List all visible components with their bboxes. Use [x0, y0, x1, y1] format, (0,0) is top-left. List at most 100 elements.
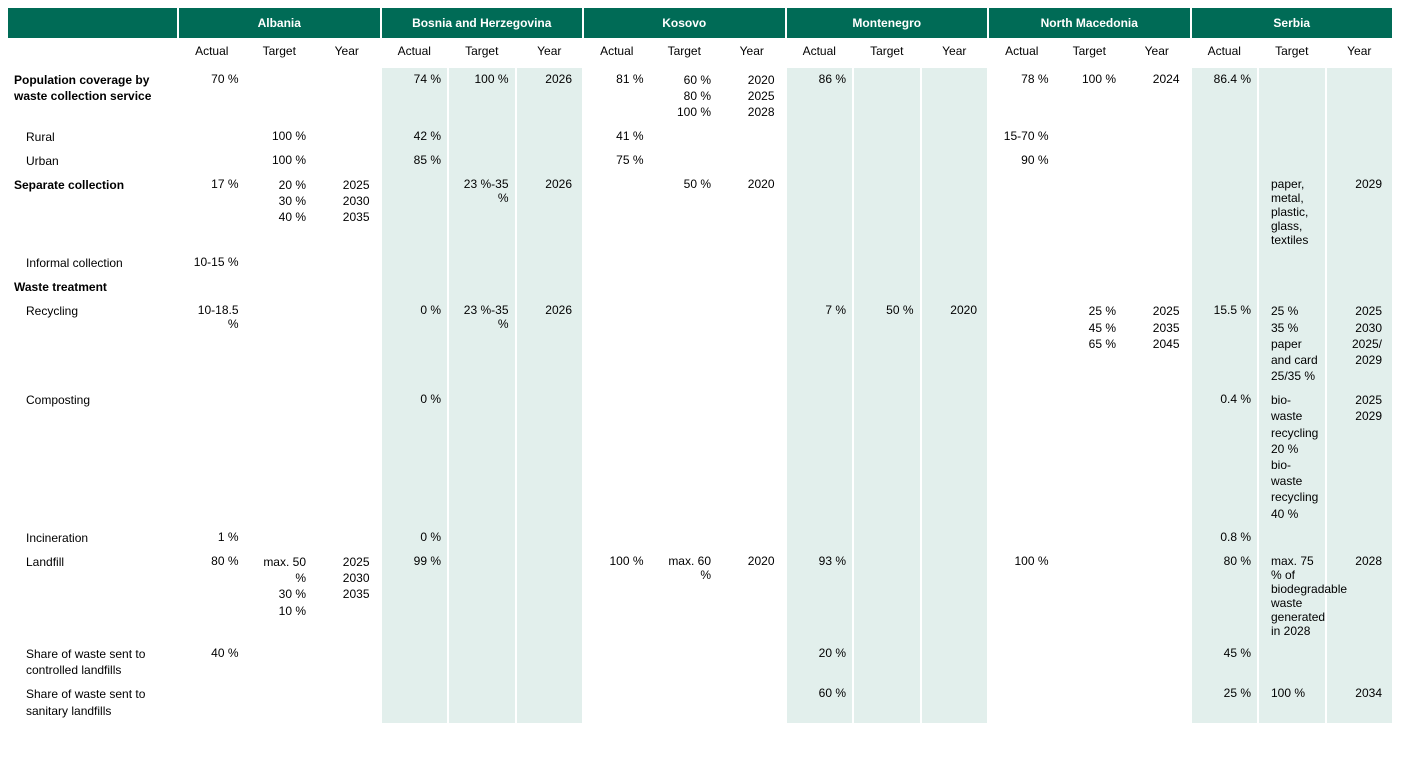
cell: 20 % [786, 642, 854, 682]
cell [516, 125, 584, 149]
cell: 75 % [583, 149, 651, 173]
cell: 45 % [1191, 642, 1259, 682]
subheader-year: Year [1123, 38, 1191, 68]
row-label: Waste treatment [8, 275, 178, 299]
cell: 42 % [381, 125, 449, 149]
cell [1123, 251, 1191, 275]
cell [988, 275, 1056, 299]
cell [1056, 550, 1124, 642]
cell [583, 642, 651, 682]
cell [786, 173, 854, 251]
cell [516, 550, 584, 642]
table-row: Share of waste sent to controlled landfi… [8, 642, 1393, 682]
cell [1056, 149, 1124, 173]
cell: 60 %80 %100 % [651, 68, 719, 125]
table-body: Population coverage by waste collection … [8, 68, 1393, 723]
cell: 0 % [381, 388, 449, 526]
cell: 40 % [178, 642, 246, 682]
cell [1056, 251, 1124, 275]
cell [651, 299, 719, 388]
subheader-actual: Actual [381, 38, 449, 68]
cell [516, 642, 584, 682]
cell: bio-waste recycling 20 %bio-waste recycl… [1258, 388, 1326, 526]
cell [448, 125, 516, 149]
subheader-blank [8, 38, 178, 68]
cell [853, 550, 921, 642]
cell [583, 299, 651, 388]
table-row: Share of waste sent to sanitary landfill… [8, 682, 1393, 722]
cell [1258, 68, 1326, 125]
subheader-actual: Actual [1191, 38, 1259, 68]
cell [448, 251, 516, 275]
cell [853, 251, 921, 275]
cell [1123, 125, 1191, 149]
cell [448, 149, 516, 173]
cell [853, 149, 921, 173]
cell [718, 125, 786, 149]
cell [583, 251, 651, 275]
cell [313, 251, 381, 275]
subheader-year: Year [718, 38, 786, 68]
cell: 50 % [651, 173, 719, 251]
cell: 100 % [246, 149, 314, 173]
cell [516, 526, 584, 550]
cell [651, 251, 719, 275]
cell [313, 68, 381, 125]
table-row: Urban100 %85 %75 %90 % [8, 149, 1393, 173]
cell [921, 251, 989, 275]
country-header: Montenegro [786, 8, 989, 38]
subheader-target: Target [246, 38, 314, 68]
row-label: Population coverage by waste collection … [8, 68, 178, 125]
cell: 74 % [381, 68, 449, 125]
cell: 1 % [178, 526, 246, 550]
waste-targets-table: AlbaniaBosnia and HerzegovinaKosovoMonte… [8, 8, 1394, 723]
cell: 2020 [718, 550, 786, 642]
cell [1123, 149, 1191, 173]
cell [516, 251, 584, 275]
cell [853, 682, 921, 722]
row-label: Informal collection [8, 251, 178, 275]
cell: 2020 [921, 299, 989, 388]
subheader-target: Target [1056, 38, 1124, 68]
cell: 100 % [246, 125, 314, 149]
cell: 0 % [381, 526, 449, 550]
cell [246, 526, 314, 550]
cell: 90 % [988, 149, 1056, 173]
subheader-target: Target [853, 38, 921, 68]
cell [1056, 682, 1124, 722]
cell [448, 550, 516, 642]
cell: max. 50 %30 %10 % [246, 550, 314, 642]
cell: 2028 [1326, 550, 1394, 642]
cell [988, 299, 1056, 388]
cell: 2026 [516, 299, 584, 388]
cell: 20252029 [1326, 388, 1394, 526]
cell [1056, 526, 1124, 550]
cell [448, 642, 516, 682]
table-row: Landfill80 %max. 50 %30 %10 %20252030203… [8, 550, 1393, 642]
corner-blank [8, 8, 178, 38]
subheader-year: Year [313, 38, 381, 68]
cell [313, 299, 381, 388]
row-label: Share of waste sent to controlled landfi… [8, 642, 178, 682]
cell [718, 388, 786, 526]
cell [988, 682, 1056, 722]
cell: 41 % [583, 125, 651, 149]
row-label: Incineration [8, 526, 178, 550]
cell [1326, 68, 1394, 125]
cell [313, 388, 381, 526]
row-label: Rural [8, 125, 178, 149]
cell [1123, 173, 1191, 251]
cell [651, 388, 719, 526]
cell [516, 149, 584, 173]
cell [1326, 275, 1394, 299]
cell [1258, 642, 1326, 682]
cell [921, 173, 989, 251]
cell [1056, 125, 1124, 149]
cell [718, 275, 786, 299]
cell: 86.4 % [1191, 68, 1259, 125]
subheader-actual: Actual [178, 38, 246, 68]
cell [988, 173, 1056, 251]
cell: 15.5 % [1191, 299, 1259, 388]
country-header: North Macedonia [988, 8, 1191, 38]
cell [583, 682, 651, 722]
